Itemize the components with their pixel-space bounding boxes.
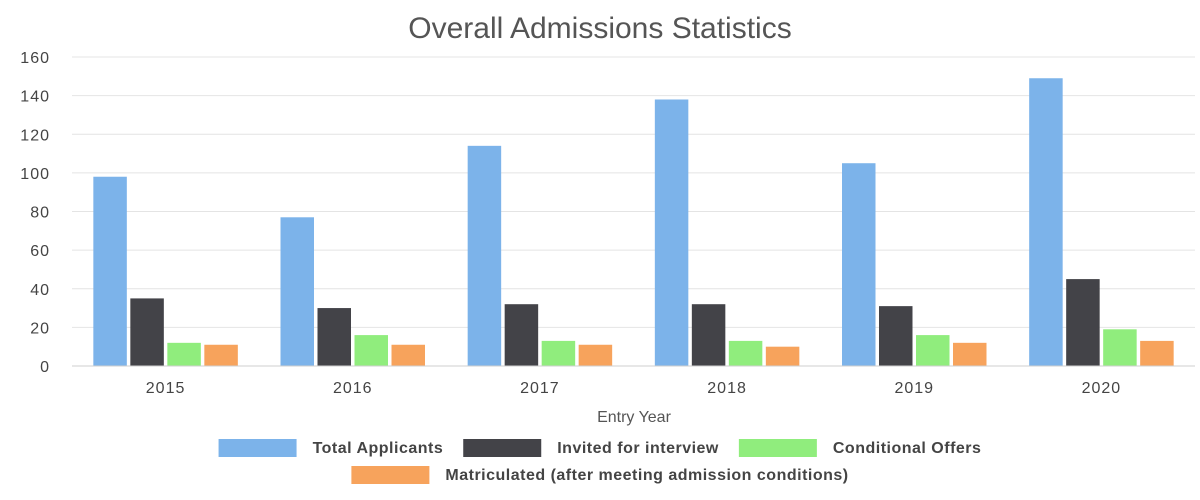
y-tick-label: 80 xyxy=(30,205,50,222)
bar xyxy=(317,308,351,366)
x-tick-label: 2018 xyxy=(707,380,747,397)
legend: Total Applicants Invited for interview Con… xyxy=(218,439,982,484)
x-tick-label: 2020 xyxy=(1082,380,1122,397)
legend-swatch xyxy=(738,439,817,457)
legend-label: Invited for interview xyxy=(557,440,719,457)
bar xyxy=(541,340,576,366)
bar xyxy=(916,335,950,366)
legend-swatch xyxy=(218,439,297,457)
legend-row: Total Applicants Invited for interview Con… xyxy=(218,439,982,457)
x-tick-label: 2015 xyxy=(146,380,186,397)
y-tick-label: 120 xyxy=(20,127,50,144)
bar xyxy=(391,344,425,366)
bar xyxy=(1140,340,1174,366)
x-tick-label: 2017 xyxy=(520,380,560,397)
bar xyxy=(1066,279,1100,366)
y-tick-label: 60 xyxy=(30,243,50,260)
bar xyxy=(654,99,689,367)
bar xyxy=(842,163,876,366)
bar xyxy=(204,344,238,366)
legend-row: Matriculated (after meeting admission co… xyxy=(351,466,848,484)
y-tick-label: 140 xyxy=(20,89,50,106)
bar xyxy=(728,340,763,366)
x-tick-label: 2019 xyxy=(894,380,934,397)
y-tick-label: 20 xyxy=(30,320,50,337)
bar xyxy=(354,335,388,366)
bar xyxy=(167,342,201,366)
legend-item[interactable]: Invited for interview xyxy=(463,439,719,457)
legend-label: Total Applicants xyxy=(313,440,444,457)
bar xyxy=(953,342,987,366)
bars xyxy=(93,78,1174,367)
legend-item[interactable]: Conditional Offers xyxy=(738,439,982,457)
legend-label: Matriculated (after meeting admission co… xyxy=(445,467,848,484)
y-tick-label: 100 xyxy=(20,166,50,183)
x-axis: 2015 2016 2017 2018 2019 2020 xyxy=(72,365,1195,397)
bar xyxy=(504,304,539,366)
x-axis-title: Entry Year xyxy=(597,409,672,426)
y-tick-label: 160 xyxy=(20,50,50,67)
bar xyxy=(578,344,613,366)
y-axis: 0 20 40 60 80 100 120 140 160 xyxy=(20,50,50,376)
bar xyxy=(467,145,502,366)
bar xyxy=(280,217,314,366)
legend-item[interactable]: Matriculated (after meeting admission co… xyxy=(351,466,848,484)
y-tick-label: 0 xyxy=(40,359,50,376)
legend-label: Conditional Offers xyxy=(833,440,982,457)
bar xyxy=(1103,329,1137,366)
bar xyxy=(879,306,913,366)
chart-title: Overall Admissions Statistics xyxy=(408,12,791,45)
bar xyxy=(1029,78,1063,367)
legend-swatch xyxy=(463,439,542,457)
y-tick-label: 40 xyxy=(30,282,50,299)
legend-item[interactable]: Total Applicants xyxy=(218,439,444,457)
bar xyxy=(691,304,726,366)
bar xyxy=(130,298,164,366)
bar xyxy=(765,346,800,366)
gridlines xyxy=(72,56,1195,367)
x-tick-label: 2016 xyxy=(333,380,373,397)
bar xyxy=(93,176,127,366)
legend-swatch xyxy=(351,466,430,484)
